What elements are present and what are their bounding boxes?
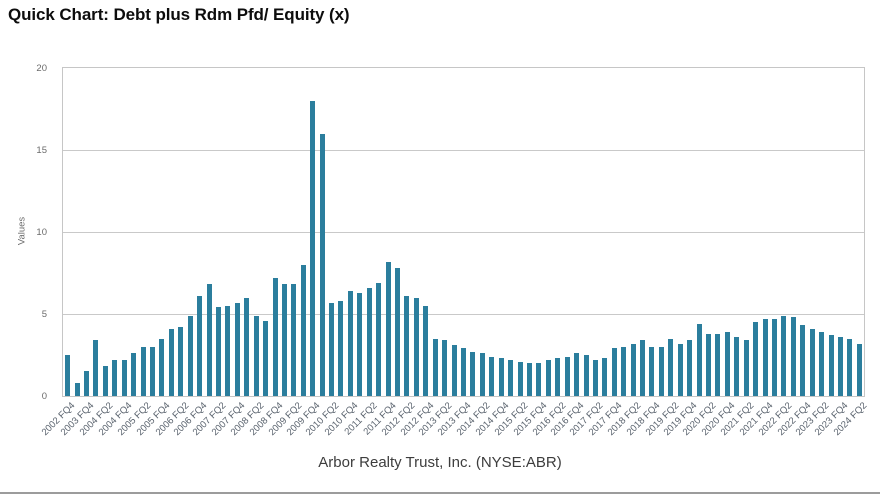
- bar-2008-fq4: [272, 277, 278, 396]
- bar-2011-fq3: [376, 282, 382, 396]
- bar-2019-fq2: [668, 338, 674, 396]
- bar-2014-fq3: [489, 356, 495, 396]
- bar-2007-fq1: [206, 284, 212, 396]
- bar-2012-fq3: [413, 297, 419, 396]
- bar-2017-fq1: [583, 355, 589, 396]
- y-tick-label-10: 10: [36, 226, 47, 238]
- bar-2010-fq3: [338, 300, 344, 396]
- bar-2010-fq4: [347, 291, 353, 396]
- bar-2019-fq4: [687, 340, 693, 396]
- bar-2018-fq1: [621, 346, 627, 396]
- bar-2013-fq3: [451, 345, 457, 396]
- bar-2017-fq4: [611, 348, 617, 396]
- bar-2012-fq1: [395, 268, 401, 396]
- bar-2023-fq2: [819, 332, 825, 396]
- bar-2024-fq1: [847, 338, 853, 396]
- bar-2016-fq2: [555, 358, 561, 396]
- bar-2012-fq4: [423, 305, 429, 396]
- bar-2015-fq4: [536, 363, 542, 396]
- bar-2012-fq2: [404, 295, 410, 396]
- bar-2010-fq1: [319, 133, 325, 396]
- bar-2003-fq2: [74, 382, 80, 396]
- bar-2024-fq2: [856, 343, 862, 396]
- x-axis-footer-label: Arbor Realty Trust, Inc. (NYSE:ABR): [318, 454, 562, 471]
- bar-2002-fq4: [65, 355, 71, 396]
- bar-2011-fq4: [385, 261, 391, 396]
- bar-2023-fq1: [809, 328, 815, 396]
- bar-2008-fq1: [244, 297, 250, 396]
- bar-2014-fq4: [498, 358, 504, 396]
- bar-2020-fq4: [724, 332, 730, 396]
- bar-2022-fq1: [771, 318, 777, 396]
- plot-area: [62, 67, 865, 397]
- bar-2006-fq1: [168, 328, 174, 396]
- bar-2009-fq4: [310, 100, 316, 396]
- bar-2022-fq3: [790, 317, 796, 396]
- bar-2020-fq3: [715, 333, 721, 396]
- bar-2023-fq4: [837, 336, 843, 396]
- bar-2023-fq3: [828, 335, 834, 396]
- bar-2015-fq1: [508, 359, 514, 396]
- bar-2018-fq4: [649, 346, 655, 396]
- bar-2011-fq2: [366, 287, 372, 396]
- bar-2013-fq1: [432, 338, 438, 396]
- bar-2019-fq1: [658, 346, 664, 396]
- y-tick-label-5: 5: [41, 308, 47, 320]
- gridline-10: [63, 231, 864, 233]
- bar-2010-fq2: [329, 302, 335, 396]
- bar-2006-fq2: [178, 327, 184, 396]
- bar-2016-fq1: [545, 359, 551, 396]
- bar-2009-fq1: [281, 284, 287, 396]
- bar-2007-fq2: [215, 307, 221, 396]
- bar-2007-fq3: [225, 305, 231, 396]
- bar-2020-fq1: [696, 323, 702, 396]
- y-tick-label-0: 0: [41, 390, 47, 402]
- bar-2022-fq2: [781, 315, 787, 396]
- bar-2018-fq3: [640, 340, 646, 396]
- bar-2006-fq4: [197, 295, 203, 396]
- bar-2019-fq3: [677, 343, 683, 396]
- bar-2005-fq2: [140, 346, 146, 396]
- bar-2005-fq1: [131, 353, 137, 396]
- bar-2013-fq4: [461, 348, 466, 396]
- bar-2017-fq2: [592, 359, 598, 396]
- bar-2022-fq4: [800, 325, 806, 396]
- bar-2004-fq3: [112, 359, 118, 396]
- y-tick-label-20: 20: [36, 62, 47, 74]
- bar-2020-fq2: [706, 333, 711, 396]
- bar-2003-fq4: [84, 371, 90, 396]
- bar-2021-fq2: [743, 340, 749, 396]
- bar-2014-fq2: [479, 353, 485, 396]
- bar-2021-fq4: [762, 318, 768, 396]
- bar-2021-fq1: [734, 336, 740, 396]
- bar-2009-fq3: [300, 264, 306, 396]
- bar-2021-fq3: [753, 322, 759, 396]
- bar-2004-fq4: [121, 359, 127, 396]
- y-tick-label-15: 15: [36, 144, 47, 156]
- bar-2014-fq1: [470, 351, 476, 396]
- bar-2018-fq2: [630, 343, 636, 396]
- gridline-5: [63, 313, 864, 315]
- bar-2011-fq1: [357, 292, 363, 396]
- bar-2013-fq2: [442, 340, 448, 396]
- bar-2006-fq3: [187, 315, 193, 396]
- bar-2015-fq3: [526, 363, 532, 396]
- bar-2009-fq2: [291, 284, 297, 396]
- bar-2005-fq3: [150, 346, 156, 396]
- bottom-divider: [0, 492, 880, 494]
- bar-2016-fq4: [574, 353, 580, 396]
- bar-2016-fq3: [564, 356, 570, 396]
- bar-2007-fq4: [234, 302, 240, 396]
- bar-2005-fq4: [159, 338, 165, 396]
- bar-2004-fq2: [102, 366, 108, 396]
- gridline-15: [63, 149, 864, 151]
- bar-2008-fq2: [253, 315, 259, 396]
- bar-2004-fq1: [93, 340, 99, 396]
- chart-title: Quick Chart: Debt plus Rdm Pfd/ Equity (…: [8, 5, 350, 24]
- bar-2008-fq3: [263, 320, 269, 396]
- bar-2017-fq3: [602, 358, 608, 396]
- bar-2015-fq2: [517, 361, 523, 396]
